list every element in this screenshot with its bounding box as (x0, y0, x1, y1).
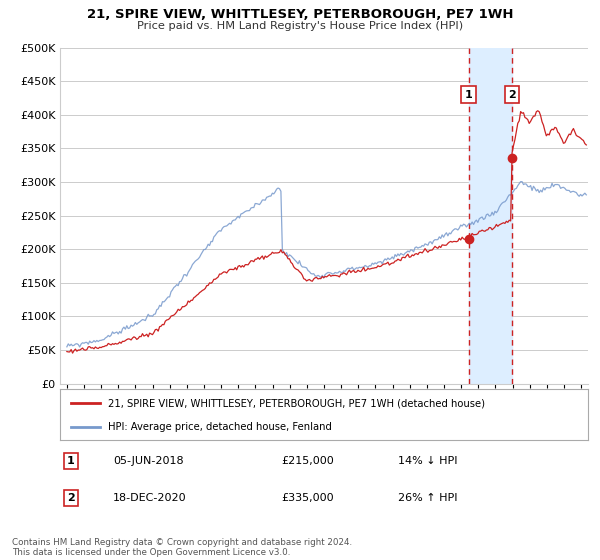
Text: 18-DEC-2020: 18-DEC-2020 (113, 493, 187, 503)
Text: £335,000: £335,000 (282, 493, 334, 503)
Text: Contains HM Land Registry data © Crown copyright and database right 2024.
This d: Contains HM Land Registry data © Crown c… (12, 538, 352, 557)
Text: 2: 2 (508, 90, 516, 100)
Text: 21, SPIRE VIEW, WHITTLESEY, PETERBOROUGH, PE7 1WH (detached house): 21, SPIRE VIEW, WHITTLESEY, PETERBOROUGH… (107, 398, 485, 408)
Text: 2: 2 (67, 493, 74, 503)
Text: £215,000: £215,000 (282, 456, 335, 466)
Text: 05-JUN-2018: 05-JUN-2018 (113, 456, 184, 466)
Text: Price paid vs. HM Land Registry's House Price Index (HPI): Price paid vs. HM Land Registry's House … (137, 21, 463, 31)
Text: 1: 1 (67, 456, 74, 466)
Text: 14% ↓ HPI: 14% ↓ HPI (398, 456, 457, 466)
Text: HPI: Average price, detached house, Fenland: HPI: Average price, detached house, Fenl… (107, 422, 331, 432)
Text: 21, SPIRE VIEW, WHITTLESEY, PETERBOROUGH, PE7 1WH: 21, SPIRE VIEW, WHITTLESEY, PETERBOROUGH… (87, 8, 513, 21)
Bar (469, 48, 512, 384)
Text: 1: 1 (464, 90, 472, 100)
Text: 26% ↑ HPI: 26% ↑ HPI (398, 493, 457, 503)
